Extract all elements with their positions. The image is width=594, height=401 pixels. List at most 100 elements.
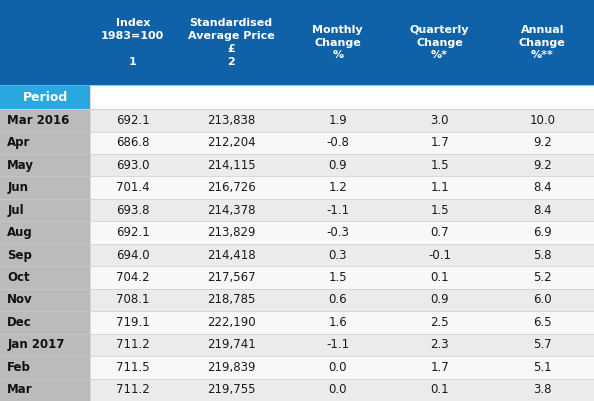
Text: 216,726: 216,726 — [207, 181, 255, 194]
Text: 10.0: 10.0 — [529, 114, 555, 127]
Text: -0.3: -0.3 — [326, 226, 349, 239]
Bar — [0, 221, 90, 244]
Bar — [0, 289, 594, 311]
Text: 5.2: 5.2 — [533, 271, 552, 284]
Bar — [0, 266, 90, 289]
Text: Dec: Dec — [7, 316, 32, 329]
Text: 219,741: 219,741 — [207, 338, 255, 351]
Bar — [90, 85, 594, 109]
Text: 0.1: 0.1 — [430, 271, 449, 284]
Text: Jul: Jul — [7, 204, 24, 217]
Text: 708.1: 708.1 — [116, 294, 150, 306]
Text: 9.2: 9.2 — [533, 159, 552, 172]
Text: 212,204: 212,204 — [207, 136, 255, 149]
Text: 3.8: 3.8 — [533, 383, 552, 396]
Text: Nov: Nov — [7, 294, 33, 306]
Text: 1.2: 1.2 — [328, 181, 347, 194]
Text: 5.8: 5.8 — [533, 249, 552, 261]
Text: Oct: Oct — [7, 271, 30, 284]
Text: 1.5: 1.5 — [430, 159, 449, 172]
Text: 693.0: 693.0 — [116, 159, 150, 172]
Text: 693.8: 693.8 — [116, 204, 150, 217]
Text: Mar: Mar — [7, 383, 33, 396]
Text: Mar 2016: Mar 2016 — [7, 114, 69, 127]
Text: 0.1: 0.1 — [430, 383, 449, 396]
Text: 1.6: 1.6 — [328, 316, 347, 329]
Bar — [0, 311, 594, 334]
Text: 222,190: 222,190 — [207, 316, 255, 329]
Text: 711.2: 711.2 — [116, 338, 150, 351]
Text: 1.5: 1.5 — [430, 204, 449, 217]
Text: 1.9: 1.9 — [328, 114, 347, 127]
Text: Quarterly
Change
%*: Quarterly Change %* — [410, 25, 469, 60]
Text: 214,378: 214,378 — [207, 204, 255, 217]
Text: 686.8: 686.8 — [116, 136, 150, 149]
Bar — [0, 266, 594, 289]
Text: 6.5: 6.5 — [533, 316, 552, 329]
Bar — [0, 109, 594, 132]
Text: 0.6: 0.6 — [328, 294, 347, 306]
Text: 692.1: 692.1 — [116, 226, 150, 239]
Text: 2.3: 2.3 — [430, 338, 449, 351]
Text: 0.0: 0.0 — [328, 383, 347, 396]
Bar — [0, 356, 594, 379]
Bar — [0, 199, 90, 221]
Text: Sep: Sep — [7, 249, 32, 261]
Text: 213,829: 213,829 — [207, 226, 255, 239]
Bar — [0, 244, 594, 266]
Bar — [0, 334, 594, 356]
Text: 701.4: 701.4 — [116, 181, 150, 194]
Text: 694.0: 694.0 — [116, 249, 150, 261]
Text: 5.1: 5.1 — [533, 361, 552, 374]
Bar — [0, 132, 90, 154]
Text: May: May — [7, 159, 34, 172]
Text: 0.7: 0.7 — [430, 226, 449, 239]
Text: Standardised
Average Price
£
2: Standardised Average Price £ 2 — [188, 18, 274, 67]
Bar — [0, 356, 90, 379]
Bar — [0, 379, 594, 401]
Text: Aug: Aug — [7, 226, 33, 239]
Bar — [0, 109, 90, 132]
Text: 9.2: 9.2 — [533, 136, 552, 149]
Bar — [0, 154, 594, 176]
Bar — [0, 85, 90, 109]
Text: 219,755: 219,755 — [207, 383, 255, 396]
Text: 704.2: 704.2 — [116, 271, 150, 284]
Bar — [0, 221, 594, 244]
Text: 1.7: 1.7 — [430, 136, 449, 149]
Text: -1.1: -1.1 — [326, 204, 349, 217]
Bar — [0, 311, 90, 334]
Text: 6.9: 6.9 — [533, 226, 552, 239]
Text: -0.1: -0.1 — [428, 249, 451, 261]
Text: 217,567: 217,567 — [207, 271, 255, 284]
Bar — [0, 379, 90, 401]
Bar — [0, 244, 90, 266]
Text: 692.1: 692.1 — [116, 114, 150, 127]
Bar — [0, 132, 594, 154]
Text: -1.1: -1.1 — [326, 338, 349, 351]
Text: 213,838: 213,838 — [207, 114, 255, 127]
Bar — [0, 0, 594, 85]
Text: 1.1: 1.1 — [430, 181, 449, 194]
Text: 8.4: 8.4 — [533, 181, 552, 194]
Bar — [0, 334, 90, 356]
Text: 214,418: 214,418 — [207, 249, 255, 261]
Text: 3.0: 3.0 — [430, 114, 449, 127]
Text: 6.0: 6.0 — [533, 294, 552, 306]
Text: 214,115: 214,115 — [207, 159, 255, 172]
Text: 0.0: 0.0 — [328, 361, 347, 374]
Bar — [0, 176, 90, 199]
Text: 0.9: 0.9 — [430, 294, 449, 306]
Text: Jun: Jun — [7, 181, 29, 194]
Text: 0.9: 0.9 — [328, 159, 347, 172]
Text: 1.5: 1.5 — [328, 271, 347, 284]
Text: 2.5: 2.5 — [430, 316, 449, 329]
Text: 5.7: 5.7 — [533, 338, 552, 351]
Text: 711.5: 711.5 — [116, 361, 150, 374]
Bar — [0, 176, 594, 199]
Text: 0.3: 0.3 — [328, 249, 347, 261]
Text: 8.4: 8.4 — [533, 204, 552, 217]
Text: Apr: Apr — [7, 136, 31, 149]
Text: 219,839: 219,839 — [207, 361, 255, 374]
Text: Period: Period — [23, 91, 68, 103]
